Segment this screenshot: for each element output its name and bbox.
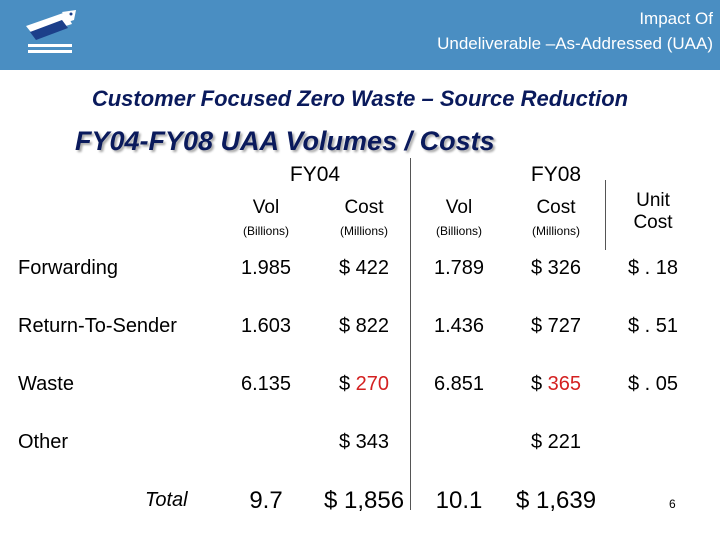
row-label-forwarding: Forwarding — [18, 257, 119, 279]
cell-total-fy08-cost: $ 1,639 — [515, 487, 597, 514]
unit-fy04-cost: (Millions) — [340, 224, 388, 238]
eagle-logo-icon — [22, 6, 78, 62]
cell-rts-fy08-vol: 1.436 — [433, 315, 485, 337]
cell-total-fy04-vol: 9.7 — [249, 487, 283, 514]
subtitle: Customer Focused Zero Waste – Source Red… — [91, 86, 629, 111]
page-number: 6 — [669, 497, 676, 511]
cell-forwarding-fy08-vol: 1.789 — [433, 257, 485, 279]
header-title-line2: Undeliverable –As-Addressed (UAA) — [437, 34, 713, 53]
group-header-fy04: FY04 — [289, 163, 341, 186]
cell-total-fy08-vol: 10.1 — [435, 487, 483, 514]
cell-waste-fy04-cost: $ 270 — [338, 373, 390, 395]
cell-rts-fy08-cost: $ 727 — [530, 315, 582, 337]
unit-fy08-vol: (Billions) — [435, 224, 483, 238]
row-label-other: Other — [18, 431, 69, 453]
row-label-total: Total — [145, 489, 188, 511]
cell-other-fy08-cost: $ 221 — [530, 431, 582, 453]
cell-waste-fy08-vol: 6.851 — [433, 373, 485, 395]
cell-forwarding-fy08-cost: $ 326 — [530, 257, 582, 279]
cell-forwarding-fy04-vol: 1.985 — [240, 257, 292, 279]
header-title: Impact Of Undeliverable –As-Addressed (U… — [437, 6, 713, 56]
row-label-waste: Waste — [18, 373, 74, 395]
group-header-fy08: FY08 — [530, 163, 582, 186]
cell-rts-unit-cost: $ . 51 — [627, 315, 679, 337]
header-title-line1: Impact Of — [639, 9, 713, 28]
header-bar: Impact Of Undeliverable –As-Addressed (U… — [0, 0, 720, 70]
page-title: FY04-FY08 UAA Volumes / Costs — [75, 126, 495, 156]
cell-forwarding-fy04-cost: $ 422 — [338, 257, 390, 279]
col-header-fy04-cost: Cost — [344, 197, 384, 218]
divider-fy04-fy08 — [410, 158, 411, 510]
unit-fy04-vol: (Billions) — [242, 224, 290, 238]
row-label-return-to-sender: Return-To-Sender — [18, 315, 177, 337]
cell-waste-fy04-vol: 6.135 — [240, 373, 292, 395]
cell-total-fy04-cost: $ 1,856 — [323, 487, 405, 514]
divider-unit-cost — [605, 180, 606, 250]
cell-forwarding-unit-cost: $ . 18 — [627, 257, 679, 279]
cell-other-fy04-cost: $ 343 — [338, 431, 390, 453]
col-header-fy08-cost: Cost — [536, 197, 576, 218]
col-header-fy04-vol: Vol — [252, 197, 280, 218]
unit-fy08-cost: (Millions) — [532, 224, 580, 238]
cell-rts-fy04-cost: $ 822 — [338, 315, 390, 337]
cell-waste-unit-cost: $ . 05 — [627, 373, 679, 395]
cell-rts-fy04-vol: 1.603 — [240, 315, 292, 337]
cell-waste-fy08-cost: $ 365 — [530, 373, 582, 395]
col-header-fy08-vol: Vol — [445, 197, 473, 218]
col-header-unit-cost: Unit Cost — [633, 190, 673, 233]
